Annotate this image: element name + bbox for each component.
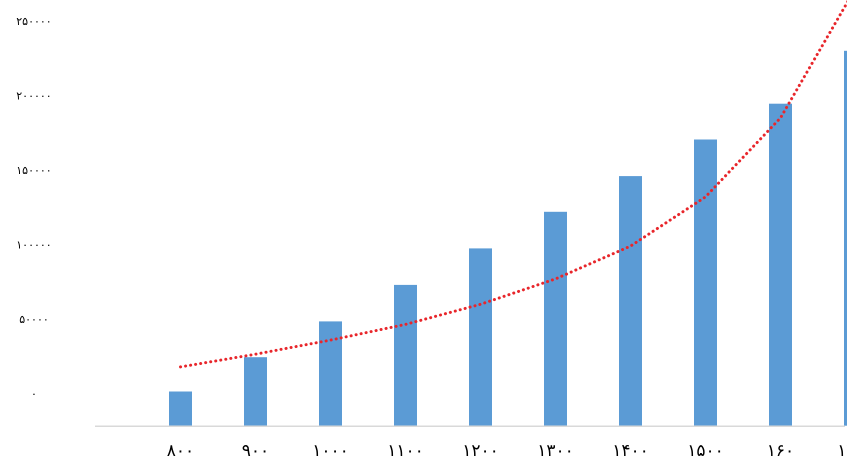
- y-tick-label: ۲۰۰۰۰۰: [16, 90, 51, 103]
- x-tick-label: ۱۲۰۰: [462, 441, 499, 461]
- x-tick-label: ۱۰۰۰: [312, 441, 349, 461]
- trendline: [179, 0, 847, 369]
- x-tick-label: ۱۶۰: [767, 441, 794, 461]
- x-tick-label: ۸۰۰: [167, 441, 194, 461]
- y-tick-label: ۰: [31, 388, 37, 401]
- x-tick-label: ۱۷۵۰: [837, 441, 847, 461]
- bar: [769, 103, 792, 426]
- x-tick-label: ۱۳۰۰: [537, 441, 574, 461]
- bar: [319, 321, 342, 426]
- x-tick-label: ۱۵۰۰: [687, 441, 724, 461]
- bar: [469, 248, 492, 426]
- bar: [619, 176, 642, 426]
- bar: [694, 139, 717, 426]
- bar: [844, 50, 847, 426]
- x-axis-ticks: ۸۰۰ ۹۰۰ ۱۰۰۰ ۱۱۰۰ ۱۲۰۰ ۱۳۰۰ ۱۴۰۰ ۱۵۰۰ ۱۶۰ ۱۷۵۰: [167, 441, 847, 461]
- x-tick-label: ۱۴۰۰: [612, 441, 649, 461]
- y-tick-label: ۵۰۰۰۰: [19, 313, 49, 326]
- x-tick-label: ۹۰۰: [242, 441, 269, 461]
- y-tick-label: ۱۵۰۰۰۰: [16, 164, 51, 177]
- bar-series: [169, 50, 847, 426]
- bar: [544, 211, 567, 426]
- y-axis-ticks: ۰ ۵۰۰۰۰ ۱۰۰۰۰۰ ۱۵۰۰۰۰ ۲۰۰۰۰۰ ۲۵۰۰۰۰: [16, 15, 51, 401]
- bar: [244, 357, 267, 426]
- bar: [394, 284, 417, 426]
- bar: [169, 391, 192, 426]
- y-tick-label: ۱۰۰۰۰۰: [16, 239, 51, 252]
- y-tick-label: ۲۵۰۰۰۰: [16, 15, 51, 28]
- x-tick-label: ۱۱۰۰: [387, 441, 424, 461]
